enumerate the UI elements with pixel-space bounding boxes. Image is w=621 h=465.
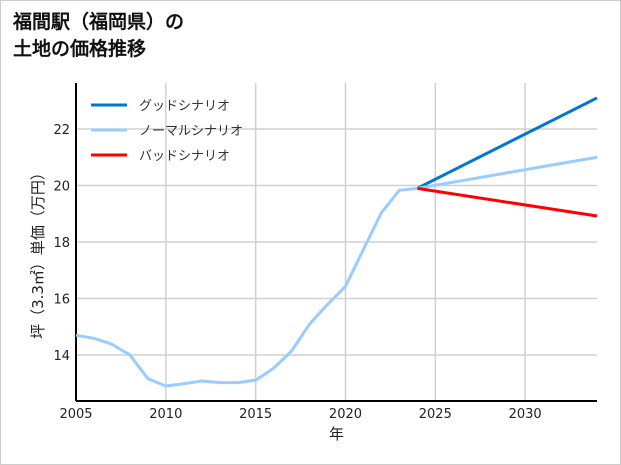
x-tick-label: 2025 [419,407,452,422]
history-line [75,186,418,388]
y-tick-label: 14 [53,349,70,364]
x-tick-label: 2015 [239,407,272,422]
chart-title: 福間駅（福岡県）の 土地の価格推移 [13,9,184,63]
y-tick-label: 20 [53,180,70,195]
y-tick-label: 18 [53,236,70,251]
y-axis-label: 坪（3.3㎡）単価（万円） [29,165,47,339]
title-line-1: 福間駅（福岡県）の [13,11,185,33]
legend-label: グッドシナリオ [139,99,230,114]
x-tick-label: 2030 [509,407,542,422]
x-tick-label: 2020 [329,407,362,422]
scenario-line [416,96,598,190]
y-tick-label: 22 [53,123,70,138]
y-tick-label: 16 [53,292,70,307]
x-axis-label: 年 [329,425,344,443]
title-line-2: 土地の価格推移 [13,38,147,60]
scenario-line [417,155,598,190]
scenario-line [417,186,598,218]
x-tick-label: 2010 [149,407,182,422]
legend-label: バッドシナリオ [139,149,230,164]
x-tick-label: 2005 [59,407,92,422]
legend-label: ノーマルシナリオ [139,124,243,139]
